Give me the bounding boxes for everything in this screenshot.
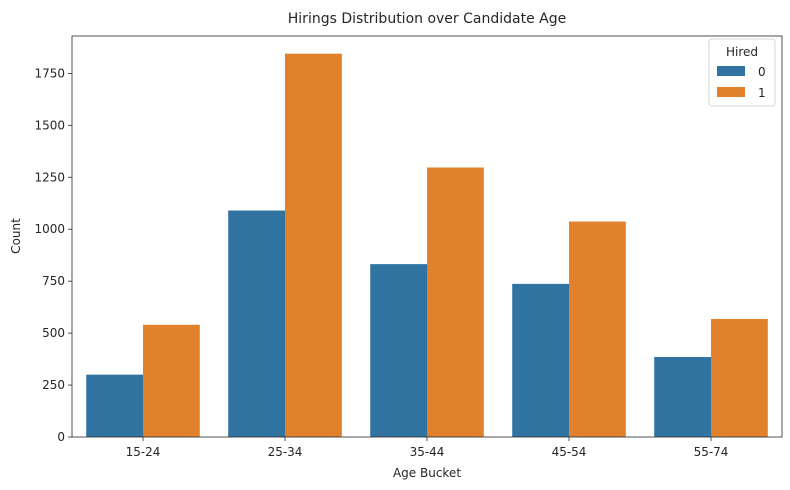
legend: Hired 0 1	[708, 38, 776, 107]
x-tick-label: 55-74	[694, 445, 729, 459]
bars-group	[86, 53, 768, 438]
chart-title: Hirings Distribution over Candidate Age	[288, 11, 566, 27]
x-tick-label: 45-54	[552, 445, 587, 459]
legend-title: Hired	[726, 45, 758, 59]
legend-swatch-0	[717, 66, 745, 76]
bar-55-74-hired-0	[654, 357, 711, 437]
legend-swatch-1	[717, 87, 745, 97]
bar-45-54-hired-0	[512, 283, 569, 437]
y-tick-label: 0	[57, 430, 65, 444]
x-axis-title: Age Bucket	[393, 466, 461, 480]
bar-15-24-hired-0	[86, 374, 143, 437]
y-tick-label: 750	[42, 274, 65, 288]
plot-frame	[71, 35, 783, 438]
y-axis: 0 250 500 750 1000 1250 1500 1750	[34, 66, 72, 444]
y-tick-label: 500	[42, 326, 65, 340]
bar-45-54-hired-1	[569, 221, 626, 437]
legend-label-0: 0	[758, 65, 766, 79]
bar-35-44-hired-0	[370, 264, 427, 437]
bar-35-44-hired-1	[427, 167, 484, 437]
y-tick-label: 1000	[34, 222, 65, 236]
legend-label-1: 1	[758, 86, 766, 100]
y-axis-title: Count	[9, 218, 23, 254]
bar-25-34-hired-0	[228, 210, 285, 437]
x-tick-label: 15-24	[126, 445, 161, 459]
y-tick-label: 1500	[34, 118, 65, 132]
y-tick-label: 250	[42, 378, 65, 392]
x-tick-label: 25-34	[268, 445, 303, 459]
x-tick-label: 35-44	[410, 445, 445, 459]
bar-15-24-hired-1	[143, 324, 200, 437]
y-tick-label: 1250	[34, 170, 65, 184]
x-axis: 15-24 25-34 35-44 45-54 55-74	[126, 437, 729, 459]
y-tick-label: 1750	[34, 66, 65, 80]
bar-55-74-hired-1	[711, 318, 768, 437]
bar-25-34-hired-1	[285, 53, 342, 438]
